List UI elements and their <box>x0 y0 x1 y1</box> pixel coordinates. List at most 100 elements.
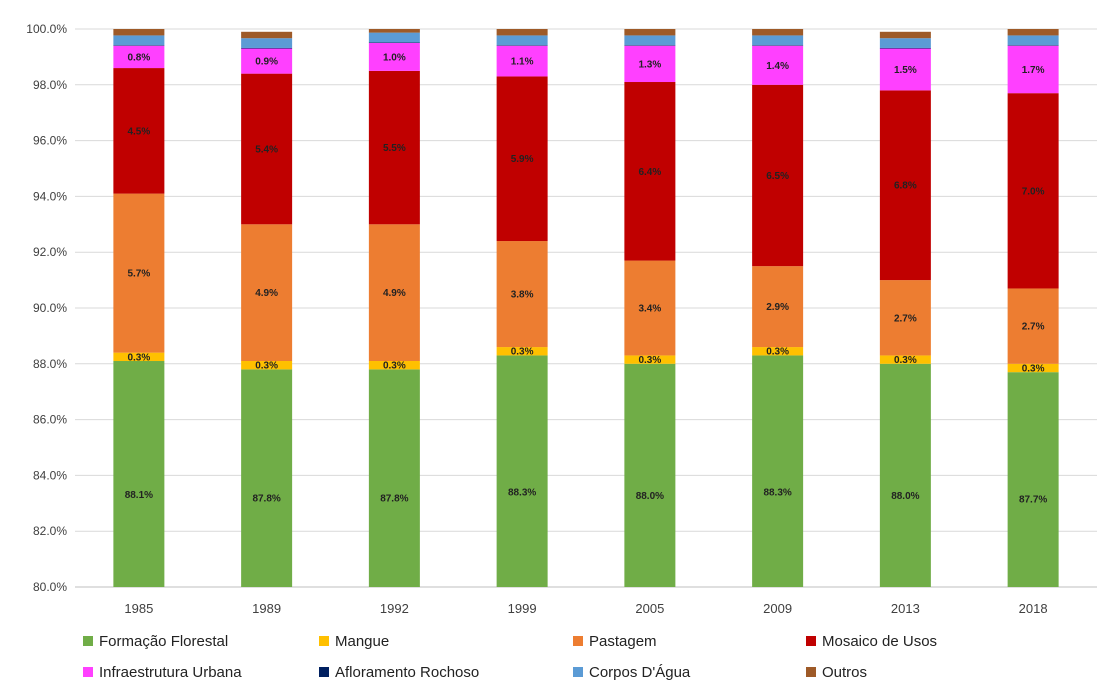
bar-segment <box>368 369 420 587</box>
data-label: 88.0% <box>636 491 664 502</box>
x-tick-label: 1992 <box>380 601 409 616</box>
data-label: 0.8% <box>127 52 150 63</box>
x-tick-label: 1985 <box>124 601 153 616</box>
y-tick-label: 96.0% <box>33 134 67 148</box>
bar-segment <box>241 369 293 587</box>
x-tick-label: 1999 <box>508 601 537 616</box>
data-label: 6.4% <box>638 167 661 178</box>
data-label: 88.3% <box>508 488 536 499</box>
bar-segment <box>1007 288 1059 364</box>
data-label: 0.3% <box>127 352 150 363</box>
bar-segment <box>752 347 804 356</box>
x-tick-label: 2013 <box>891 601 920 616</box>
bar-segment <box>624 29 676 36</box>
data-label: 0.3% <box>383 361 406 372</box>
bar-segment <box>496 45 548 77</box>
bar-segment <box>113 29 165 36</box>
legend-swatch <box>319 667 329 677</box>
x-tick-label: 1989 <box>252 601 281 616</box>
data-label: 0.3% <box>894 355 917 366</box>
bar-segment <box>624 45 676 83</box>
bar-segment <box>879 48 931 91</box>
data-label: 1.4% <box>766 61 789 72</box>
data-label: 3.4% <box>638 304 661 315</box>
legend-swatch <box>319 636 329 646</box>
legend-label: Afloramento Rochoso <box>335 664 479 681</box>
data-label: 0.3% <box>255 361 278 372</box>
bar-segment <box>496 241 548 348</box>
bar-segment <box>113 35 165 46</box>
bar-segment <box>624 355 676 364</box>
data-label: 2.7% <box>1022 322 1045 333</box>
y-tick-label: 84.0% <box>33 468 67 482</box>
bar-segment <box>624 363 676 587</box>
data-label: 5.9% <box>511 154 534 165</box>
data-label: 1.0% <box>383 52 406 63</box>
legend-swatch <box>83 667 93 677</box>
bar-segment <box>368 42 420 71</box>
bar-segment <box>241 38 293 48</box>
bar-segment <box>241 361 293 370</box>
data-label: 0.3% <box>1022 363 1045 374</box>
legend-swatch <box>573 636 583 646</box>
legend-label: Outros <box>822 664 867 681</box>
bar-segment <box>624 45 676 46</box>
legend-label: Pastagem <box>589 633 657 650</box>
data-label: 5.4% <box>255 144 278 155</box>
data-label: 1.7% <box>1022 65 1045 76</box>
bar-segment <box>368 224 420 362</box>
bar-segment <box>752 45 804 85</box>
bar-segment <box>241 47 293 49</box>
data-label: 1.3% <box>638 59 661 70</box>
bar-segment <box>496 29 548 36</box>
y-tick-label: 94.0% <box>33 189 67 203</box>
bar-segment <box>241 73 293 225</box>
bar-segment <box>624 35 676 46</box>
legend-swatch <box>573 667 583 677</box>
bar-segment <box>752 84 804 267</box>
bar-segment <box>1007 45 1059 46</box>
data-label: 3.8% <box>511 290 534 301</box>
bar-segment <box>113 352 165 362</box>
bar-segment <box>241 48 293 74</box>
bar-segment <box>1007 93 1059 289</box>
data-label: 6.8% <box>894 181 917 192</box>
bar-segment <box>113 193 165 353</box>
bar-segment <box>368 42 420 43</box>
data-label: 6.5% <box>766 171 789 182</box>
data-label: 1.5% <box>894 65 917 76</box>
legend-swatch <box>806 667 816 677</box>
bar-segment <box>496 76 548 242</box>
data-label: 88.3% <box>763 488 791 499</box>
bar-segment <box>624 260 676 356</box>
bar-segment <box>241 31 293 39</box>
y-tick-label: 82.0% <box>33 524 67 538</box>
y-tick-label: 90.0% <box>33 301 67 315</box>
bar-segment <box>496 347 548 356</box>
bar-segment <box>1007 35 1059 46</box>
y-tick-label: 100.0% <box>26 22 67 36</box>
bar-segment <box>368 70 420 225</box>
bar-segment <box>1007 29 1059 36</box>
bar-segment <box>368 32 420 43</box>
y-tick-label: 92.0% <box>33 245 67 259</box>
x-tick-label: 2009 <box>763 601 792 616</box>
bar-segment <box>1007 363 1059 373</box>
bar-segment <box>113 45 165 46</box>
bar-segment <box>879 31 931 39</box>
bar-segment <box>879 38 931 48</box>
data-label: 4.5% <box>127 126 150 137</box>
bar-segment <box>624 82 676 261</box>
data-label: 0.9% <box>255 57 278 68</box>
bar-segment <box>879 47 931 49</box>
bar-segment <box>496 355 548 587</box>
bar-segment <box>496 35 548 46</box>
x-tick-label: 2018 <box>1019 601 1048 616</box>
data-label: 87.8% <box>380 493 408 504</box>
data-label: 87.7% <box>1019 494 1047 505</box>
bar-segment <box>368 29 420 33</box>
data-label: 2.9% <box>766 302 789 313</box>
bar-segment <box>879 355 931 364</box>
bar-segment <box>1007 45 1059 94</box>
bar-segment <box>113 68 165 194</box>
